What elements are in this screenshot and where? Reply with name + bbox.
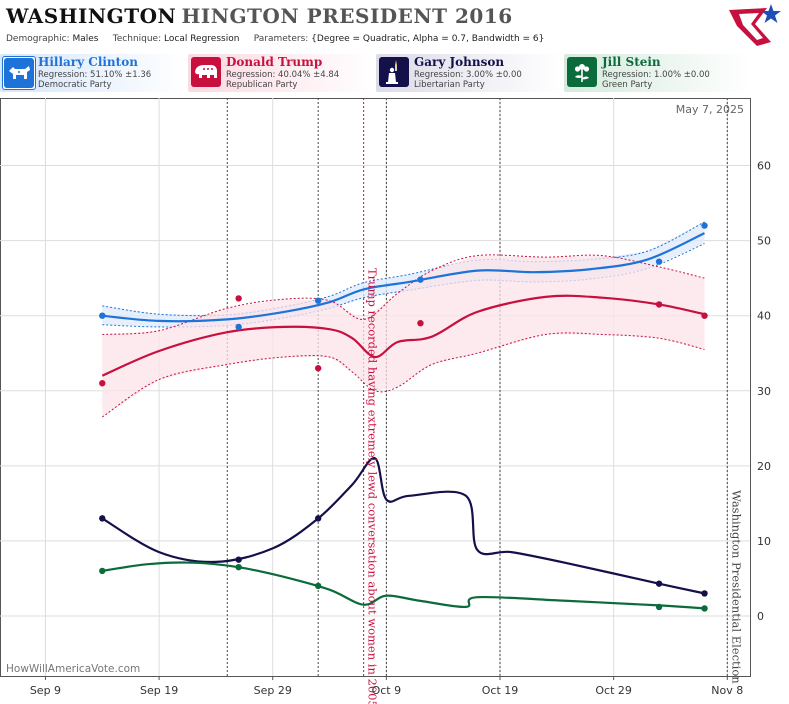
donkey-icon [2,56,36,90]
candidate-card-johnson: Gary Johnson Regression: 3.00% ±0.00 Lib… [376,54,562,92]
data-point [655,301,663,308]
x-tick-label: Oct 9 [372,684,402,697]
parameters-value: {Degree = Quadratic, Alpha = 0.7, Bandwi… [311,34,545,44]
candidate-card-stein: Jill Stein Regression: 1.00% ±0.00 Green… [564,54,750,92]
series-line [102,561,705,610]
watermark-text: HowWillAmericaVote.com [6,663,140,675]
data-point [99,312,106,319]
demographic-value: Males [72,34,99,44]
x-tick-label: Nov 8 [711,684,743,697]
data-point [417,276,424,283]
data-point [235,563,242,571]
event-annotation-label: Trump recorded having extremely lewd con… [366,268,380,704]
data-point [701,312,708,319]
chart-title: WASHINGTON HINGTON PRESIDENT 2016 [6,4,513,32]
band-lower-line [102,243,705,328]
candidate-party: Libertarian Party [414,80,485,90]
data-point [99,515,106,522]
series-line [101,457,705,595]
x-tick-label: Sep 29 [254,684,292,697]
liberty-statue-icon [379,57,409,87]
parameters-label: Parameters: [253,34,309,44]
candidate-regression: Regression: 40.04% ±4.84 [226,70,340,80]
parameters-line: Demographic: Males Technique: Local Regr… [6,34,544,44]
candidate-party: Republican Party [226,80,298,90]
data-point [655,258,663,265]
data-point [314,297,322,304]
candidate-party: Democratic Party [38,80,112,90]
technique-value: Local Regression [164,34,240,44]
data-point [99,380,106,387]
candidate-regression: Regression: 51.10% ±1.36 [38,70,152,80]
candidate-card-trump: Donald Trump Regression: 40.04% ±4.84 Re… [188,54,374,92]
x-tick-label: Oct 19 [482,684,519,697]
data-point [235,295,242,302]
title-main: WASHINGTON [6,4,177,28]
demographic-label: Demographic: [6,34,70,44]
series-line [102,232,705,323]
x-tick-label: Sep 19 [140,684,178,697]
y-tick-label: 30 [757,385,771,398]
data-point [235,556,242,563]
candidate-name: Jill Stein [602,55,661,69]
x-tick-label: Sep 9 [30,684,61,697]
candidate-regression: Regression: 1.00% ±0.00 [602,70,710,80]
y-tick-label: 10 [757,535,771,548]
band-upper-line [102,254,705,335]
flower-icon [567,57,597,87]
y-tick-label: 50 [757,235,771,248]
elephant-icon [191,57,221,87]
y-tick-label: 40 [757,310,771,323]
data-point [235,323,242,331]
candidate-name: Donald Trump [226,55,323,69]
data-point [701,590,708,597]
band-lower-line [102,332,705,418]
candidate-legend: Hillary Clinton Regression: 51.10% ±1.36… [0,54,789,94]
data-point [701,222,708,229]
candidate-party: Green Party [602,80,653,90]
y-tick-label: 60 [757,160,771,173]
data-point [314,515,322,522]
candidate-regression: Regression: 3.00% ±0.00 [414,70,522,80]
data-point [417,319,424,327]
candidate-name: Gary Johnson [414,55,505,69]
series-line [101,294,705,377]
y-tick-label: 20 [757,460,771,473]
data-point [701,605,708,612]
chart-date-label: May 7, 2025 [676,103,744,116]
data-point [655,580,663,587]
technique-label: Technique: [112,34,162,44]
data-point [314,582,322,590]
election-day-label: Washington Presidential Election [729,490,743,684]
title-sub: HINGTON PRESIDENT 2016 [181,4,513,28]
candidate-card-clinton: Hillary Clinton Regression: 51.10% ±1.36… [0,54,186,92]
x-tick-label: Oct 29 [595,684,632,697]
data-point [314,365,322,372]
candidate-name: Hillary Clinton [38,55,138,69]
y-tick-label: 0 [757,610,764,623]
regression-chart: 0 10 20 30 40 50 60 Sep 9 Sep 19 Sep 29 Oct 9 Oct 1… [0,98,771,704]
star-logo-icon [729,4,781,46]
data-point [99,567,106,575]
data-point [655,603,663,611]
